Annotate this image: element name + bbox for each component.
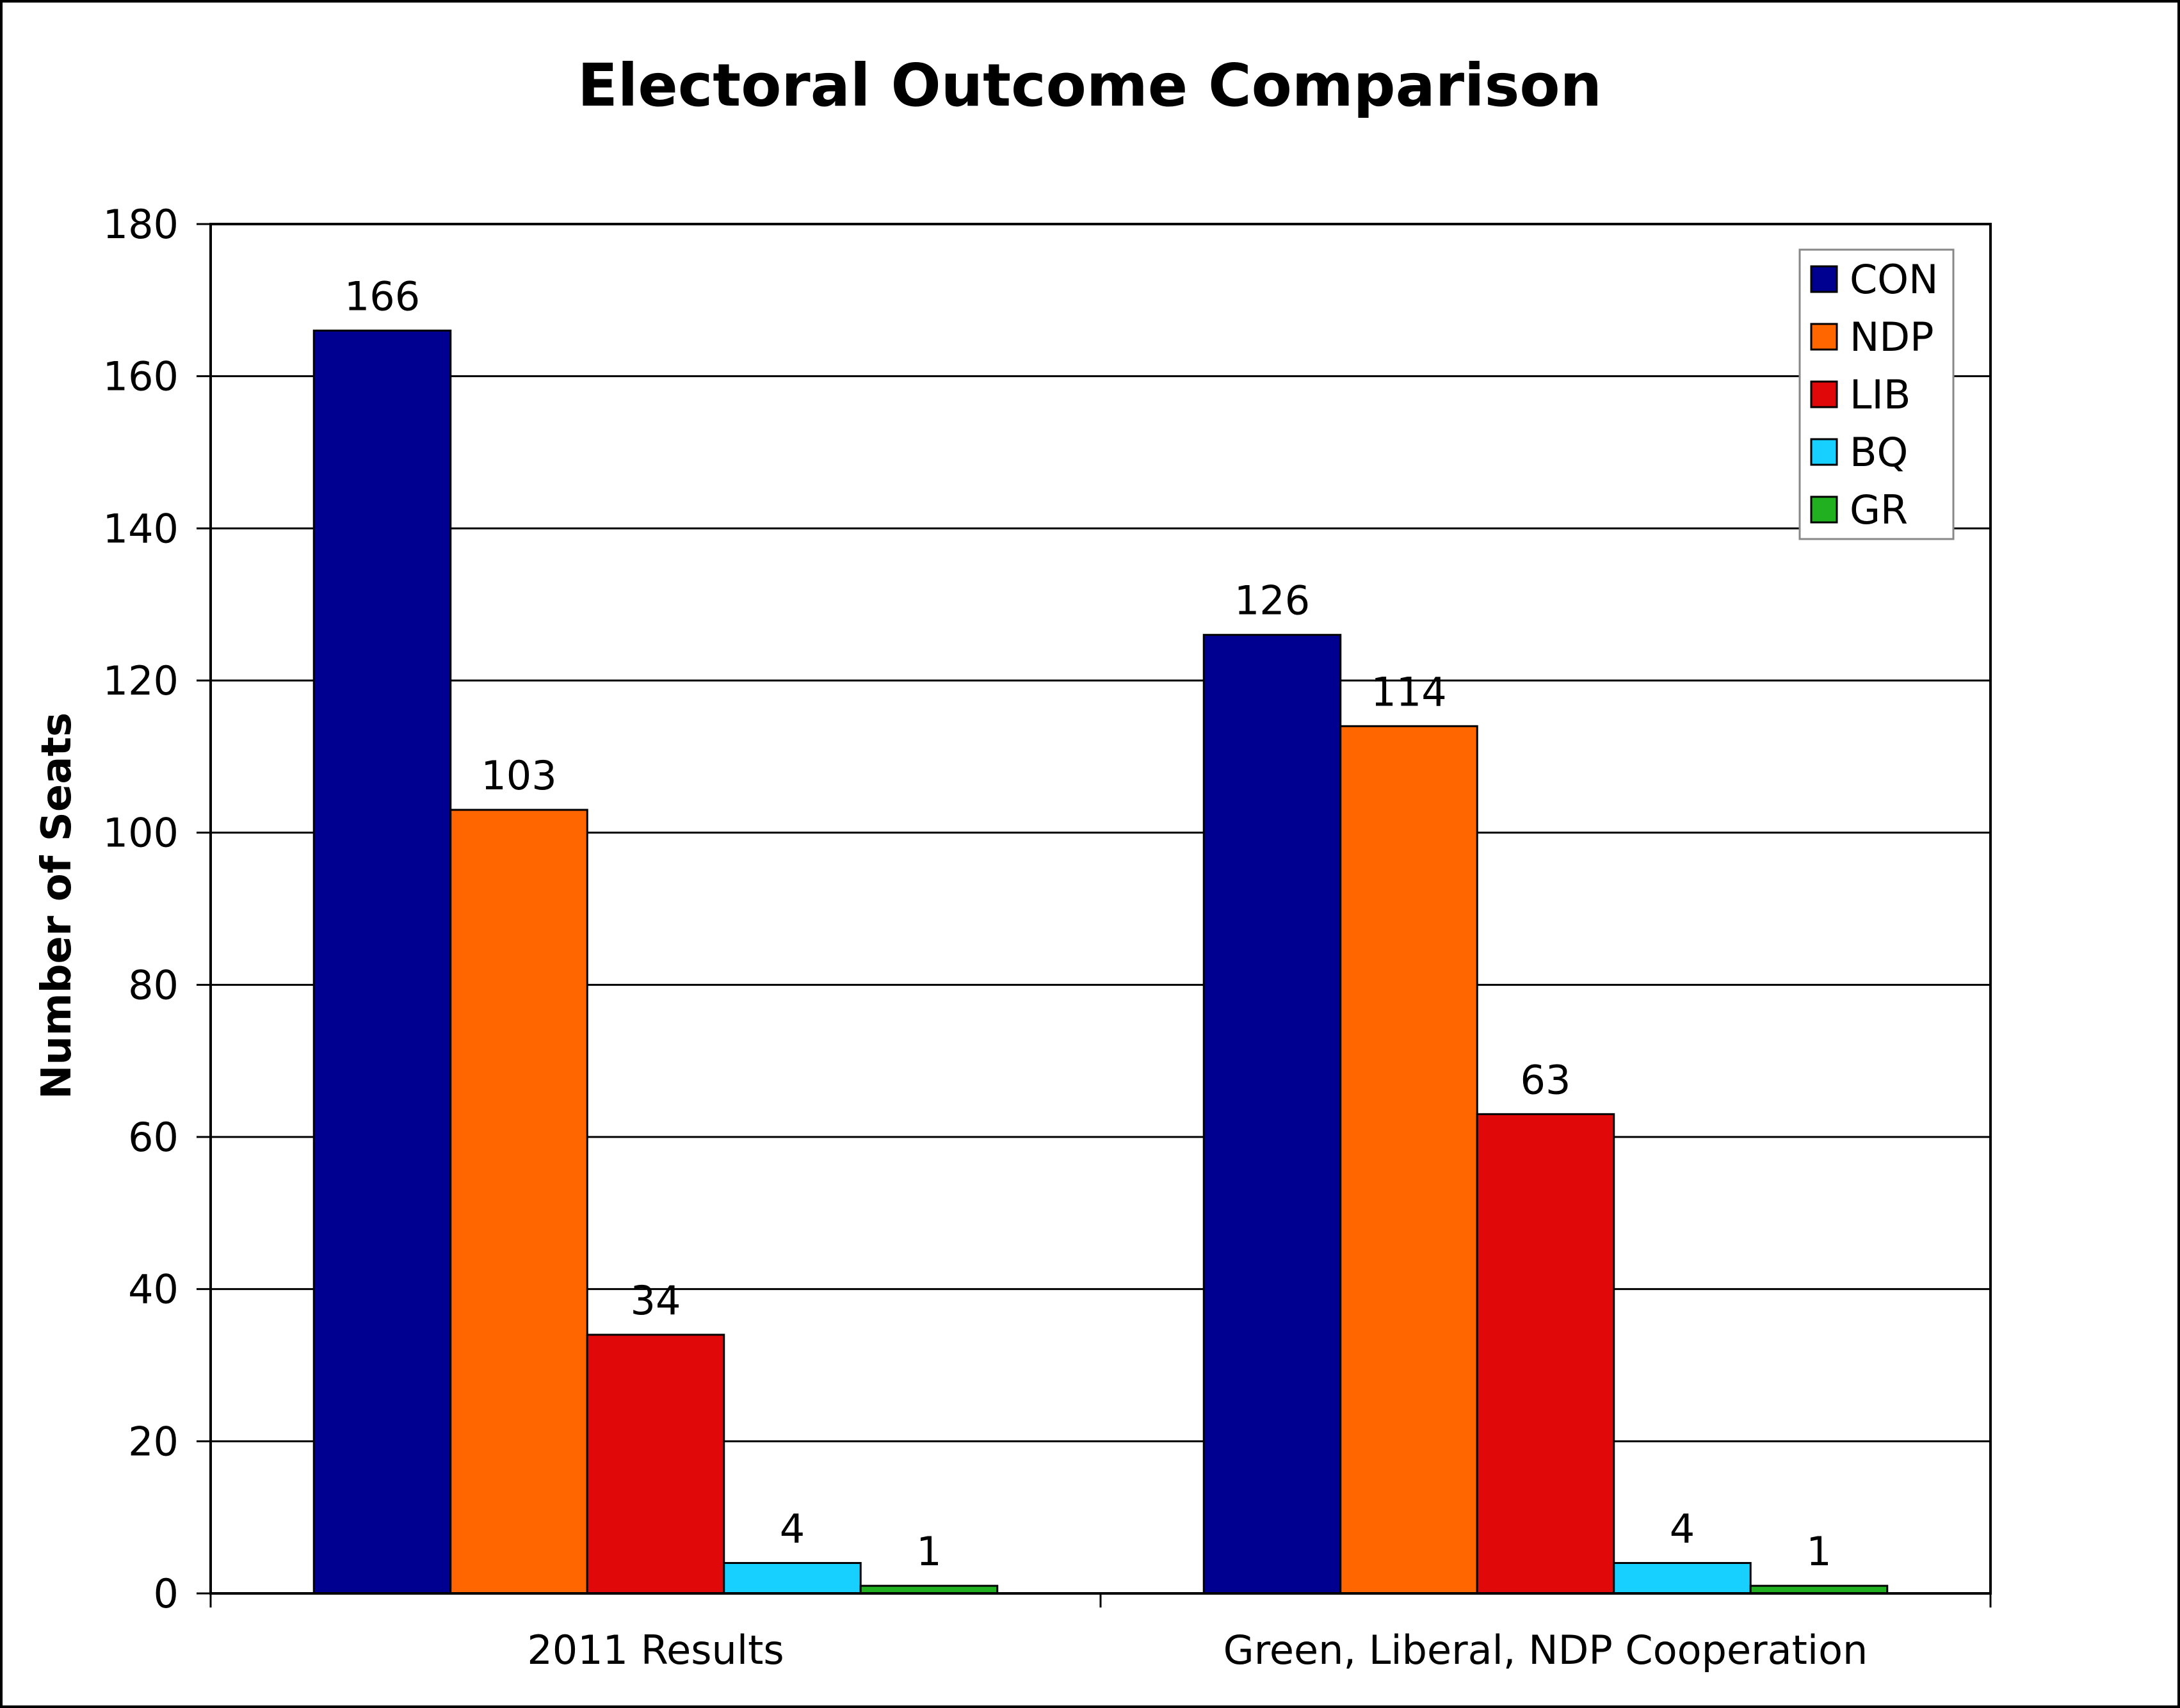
legend-label: GR xyxy=(1850,487,1908,533)
data-label: 1 xyxy=(1806,1528,1831,1575)
data-label: 126 xyxy=(1234,577,1310,624)
data-label: 103 xyxy=(481,752,556,799)
bar-ndp xyxy=(1339,725,1478,1595)
data-label: 114 xyxy=(1371,668,1446,715)
bar-con xyxy=(312,329,452,1595)
bar-ndp xyxy=(449,809,588,1595)
bar-con xyxy=(1202,634,1342,1595)
legend: CON NDP LIB BQ GR xyxy=(1798,248,1955,540)
chart-title: Electoral Outcome Comparison xyxy=(577,51,1602,120)
legend-swatch-gr xyxy=(1810,495,1838,524)
bars xyxy=(312,329,1889,1595)
data-label: 4 xyxy=(1670,1505,1695,1552)
data-label: 4 xyxy=(780,1505,805,1552)
y-axis-label: Number of Seats xyxy=(33,713,81,1099)
y-tick-label: 180 xyxy=(103,201,179,248)
legend-swatch-lib xyxy=(1810,380,1838,408)
y-tick-label: 40 xyxy=(128,1266,179,1313)
legend-label: NDP xyxy=(1850,314,1934,360)
legend-swatch-bq xyxy=(1810,438,1838,466)
data-label: 34 xyxy=(631,1277,681,1324)
data-labels: 166 103 34 4 1 126 114 63 4 1 xyxy=(344,273,1832,1575)
y-tick-label: 140 xyxy=(103,505,179,552)
y-tick-label: 80 xyxy=(128,962,179,1008)
y-tick-label: 160 xyxy=(103,353,179,400)
y-tick-label: 120 xyxy=(103,657,179,704)
legend-swatch-ndp xyxy=(1810,323,1838,351)
legend-label: BQ xyxy=(1850,429,1908,476)
x-category-label: Green, Liberal, NDP Cooperation xyxy=(1223,1627,1868,1673)
legend-label: LIB xyxy=(1850,371,1910,418)
y-tick-label: 60 xyxy=(128,1114,179,1161)
bar-lib xyxy=(1476,1113,1615,1595)
data-label: 1 xyxy=(916,1528,941,1575)
legend-swatch-con xyxy=(1810,265,1838,293)
bar-bq xyxy=(1613,1561,1752,1595)
x-category-label: 2011 Results xyxy=(527,1627,784,1673)
y-tick-label: 100 xyxy=(103,810,179,857)
legend-label: CON xyxy=(1850,256,1938,303)
bar-bq xyxy=(723,1561,862,1595)
bar-lib xyxy=(586,1333,725,1595)
data-label: 63 xyxy=(1521,1056,1571,1103)
axes: 0 20 40 60 80 100 120 140 160 180 2011 Results Gree… xyxy=(103,201,1992,1673)
y-tick-label: 0 xyxy=(154,1570,179,1617)
data-label: 166 xyxy=(344,273,420,319)
y-tick-label: 20 xyxy=(128,1418,179,1465)
